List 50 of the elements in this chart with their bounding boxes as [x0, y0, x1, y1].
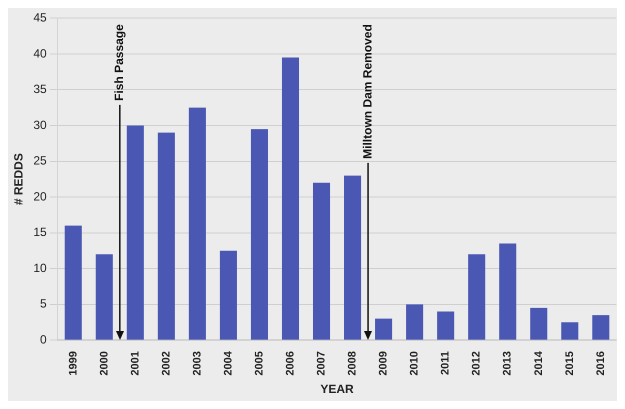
x-tick-label: 2013 [502, 351, 514, 376]
y-tick-label: 35 [33, 82, 48, 96]
x-tick-label: 2011 [440, 351, 452, 376]
bar [561, 322, 578, 340]
bar [282, 58, 300, 340]
x-tick-label: 2014 [532, 350, 545, 376]
bar [530, 308, 548, 340]
bar [188, 108, 206, 340]
x-tick-label: 2007 [316, 351, 328, 376]
x-tick-label: 2004 [222, 350, 234, 376]
y-tick-label: 40 [33, 46, 48, 60]
x-tick-label: 2005 [253, 351, 266, 376]
y-tick-label: 25 [33, 154, 48, 168]
x-tick-label: 2016 [594, 351, 607, 376]
x-axis-title: YEAR [320, 382, 354, 396]
bar [375, 318, 392, 340]
y-tick-label: 45 [33, 10, 48, 25]
x-tick-label: 2003 [191, 351, 204, 376]
bar [312, 182, 330, 340]
x-tick-label: 2000 [98, 351, 110, 376]
y-tick-label: 0 [40, 332, 48, 346]
x-tick-label: 1999 [67, 351, 80, 376]
ref-line-label: Fish Passage [112, 24, 126, 101]
bar [158, 132, 175, 340]
y-tick-label: 5 [40, 296, 48, 311]
bar [592, 315, 610, 340]
x-tick-label: 2012 [470, 351, 483, 376]
bar [499, 244, 516, 340]
ref-line-label: Milltown Dam Removed [360, 24, 374, 159]
bar [126, 126, 144, 340]
x-tick-label: 2006 [284, 351, 297, 376]
bar [344, 176, 362, 340]
x-tick-label: 2015 [564, 351, 576, 376]
y-tick-label: 10 [33, 260, 48, 275]
bar [406, 304, 424, 340]
bar [437, 312, 454, 340]
bar [220, 250, 237, 340]
bar [250, 129, 268, 340]
bar [96, 254, 113, 340]
bar [64, 226, 82, 340]
x-tick-label: 2010 [408, 351, 421, 376]
y-axis-title: # REDDS [12, 153, 26, 206]
y-tick-label: 30 [33, 118, 48, 132]
x-tick-label: 2009 [378, 351, 390, 376]
x-tick-label: 2008 [346, 351, 359, 376]
y-tick-label: 15 [33, 225, 48, 240]
y-tick-label: 20 [33, 189, 48, 204]
x-tick-label: 2002 [160, 351, 172, 376]
bar [468, 254, 486, 340]
x-tick-label: 2001 [129, 351, 142, 376]
